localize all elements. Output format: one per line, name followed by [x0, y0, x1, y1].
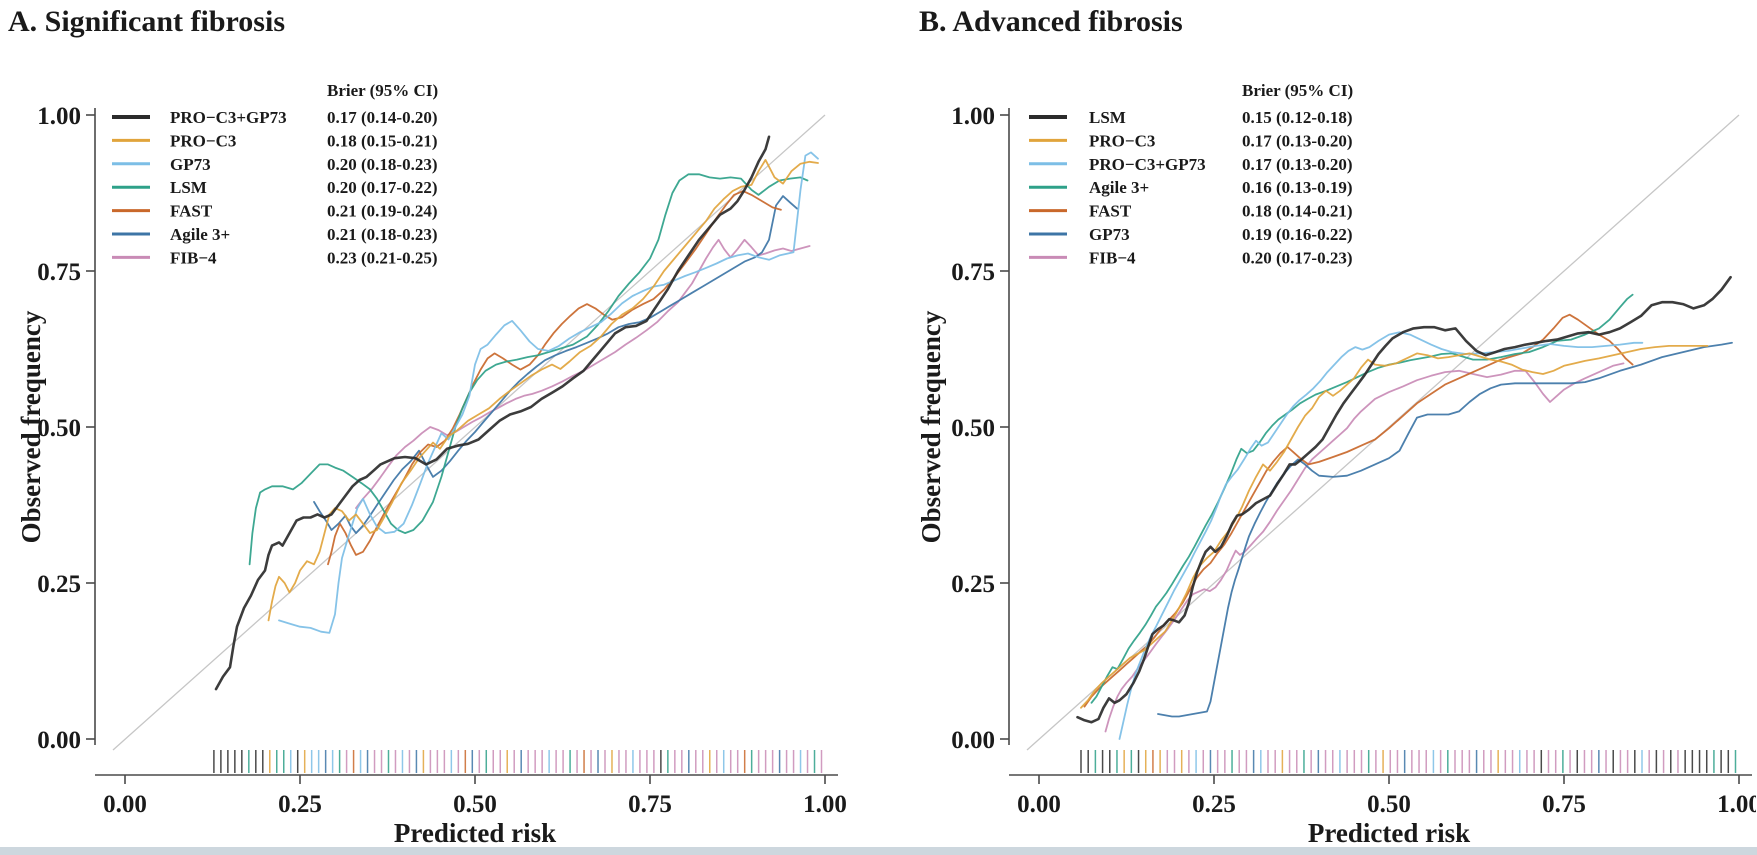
legend-brier-lsm: 0.20 (0.17-0.22)	[327, 178, 437, 197]
bottom-strip	[0, 847, 1757, 855]
legend-label-fast: FAST	[170, 202, 213, 221]
x-tick-label: 0.75	[1542, 791, 1586, 818]
legend-brier-lsm: 0.15 (0.12-0.18)	[1242, 108, 1352, 127]
y-tick-label: 0.00	[37, 727, 81, 754]
panel-title: A. Significant fibrosis	[8, 5, 285, 38]
legend-brier-fib-4: 0.23 (0.21-0.25)	[327, 248, 437, 267]
legend: Brier (95% CI) PRO−C3+GP73 0.17 (0.14-0.20…	[112, 81, 438, 267]
legend-label-lsm: LSM	[1089, 108, 1126, 127]
legend-brier-fast: 0.21 (0.19-0.24)	[327, 202, 437, 221]
y-axis-title: Observed frequency	[16, 310, 46, 543]
series-line-pro-c3	[1080, 344, 1709, 709]
panel-b-advanced-fibrosis: B. Advanced fibrosis 0.00 0.25 0.50 0.75 1.00…	[878, 0, 1756, 847]
series-line-fast	[1083, 313, 1634, 708]
legend-label-pro-c3: PRO−C3	[170, 131, 236, 150]
series-line-fib-4	[355, 238, 811, 510]
diagonal-reference-line	[112, 114, 826, 751]
panel-a-significant-fibrosis: A. Significant fibrosis 0.00 0.25 0.50 0.75 1…	[0, 0, 878, 847]
legend-label-gp73: GP73	[1089, 225, 1130, 244]
series-line-pro-c3	[267, 158, 819, 622]
legend-label-pro-c3: PRO−C3	[1089, 131, 1155, 150]
legend-header: Brier (95% CI)	[327, 81, 438, 100]
legend-label-pro-c3-gp73: PRO−C3+GP73	[1089, 155, 1206, 174]
panel-plot-svg: A. Significant fibrosis 0.00 0.25 0.50 0.75 1…	[8, 5, 847, 847]
legend-brier-gp73: 0.19 (0.16-0.22)	[1242, 225, 1352, 244]
x-tick-label: 0.25	[1192, 791, 1236, 818]
rug-marks	[1080, 750, 1737, 773]
series-line-agile-3	[313, 195, 798, 534]
series-line-lsm	[248, 173, 809, 566]
x-tick-label: 0.00	[1017, 791, 1061, 818]
series-line-fast	[327, 190, 782, 566]
legend-brier-agile-3: 0.16 (0.13-0.19)	[1242, 178, 1352, 197]
y-tick-label: 1.00	[37, 103, 81, 130]
legend-brier-gp73: 0.20 (0.18-0.23)	[327, 155, 437, 174]
legend-brier-agile-3: 0.21 (0.18-0.23)	[327, 225, 437, 244]
panel-title: B. Advanced fibrosis	[919, 5, 1183, 38]
series-line-agile-3	[1090, 293, 1634, 704]
x-tick-label: 1.00	[1717, 791, 1756, 818]
x-tick-label: 0.00	[103, 791, 147, 818]
y-tick-label: 0.00	[951, 727, 995, 754]
y-tick-label: 0.25	[951, 571, 995, 598]
y-tick-label: 0.75	[951, 259, 995, 286]
series-line-pro-c3-gp73	[1118, 331, 1644, 740]
series-line-gp73	[1157, 341, 1733, 718]
legend-label-agile-3: Agile 3+	[1089, 178, 1149, 197]
legend-brier-pro-c3-gp73: 0.17 (0.13-0.20)	[1242, 155, 1352, 174]
legend-header: Brier (95% CI)	[1242, 81, 1353, 100]
legend-brier-fast: 0.18 (0.14-0.21)	[1242, 202, 1352, 221]
legend-label-fast: FAST	[1089, 202, 1132, 221]
legend-brier-pro-c3-gp73: 0.17 (0.14-0.20)	[327, 108, 437, 127]
series-line-lsm	[1076, 275, 1732, 724]
legend-brier-pro-c3: 0.18 (0.15-0.21)	[327, 131, 437, 150]
legend: Brier (95% CI) LSM 0.15 (0.12-0.18) PRO−C3 0…	[1029, 81, 1353, 267]
y-tick-label: 0.25	[37, 571, 81, 598]
legend-label-fib-4: FIB−4	[1089, 248, 1136, 267]
x-axis-title: Predicted risk	[1308, 818, 1470, 847]
series-line-fib-4	[1104, 362, 1625, 733]
y-tick-label: 0.50	[37, 415, 81, 442]
legend-label-fib-4: FIB−4	[170, 248, 217, 267]
legend-label-lsm: LSM	[170, 178, 207, 197]
legend-label-agile-3: Agile 3+	[170, 225, 230, 244]
rug-marks	[213, 750, 823, 773]
y-tick-label: 1.00	[951, 103, 995, 130]
x-tick-label: 0.75	[628, 791, 672, 818]
x-tick-label: 0.50	[453, 791, 497, 818]
legend-brier-pro-c3: 0.17 (0.13-0.20)	[1242, 131, 1352, 150]
legend-brier-fib-4: 0.20 (0.17-0.23)	[1242, 248, 1352, 267]
x-tick-label: 1.00	[803, 791, 847, 818]
legend-label-pro-c3-gp73: PRO−C3+GP73	[170, 108, 287, 127]
x-tick-label: 0.25	[278, 791, 322, 818]
legend-label-gp73: GP73	[170, 155, 211, 174]
x-tick-label: 0.50	[1367, 791, 1411, 818]
panel-plot-svg: B. Advanced fibrosis 0.00 0.25 0.50 0.75 1.00…	[916, 5, 1756, 847]
y-tick-label: 0.75	[37, 259, 81, 286]
series-line-pro-c3-gp73	[214, 135, 771, 691]
y-axis-title: Observed frequency	[916, 310, 946, 543]
y-tick-label: 0.50	[951, 415, 995, 442]
x-axis-title: Predicted risk	[394, 818, 556, 847]
